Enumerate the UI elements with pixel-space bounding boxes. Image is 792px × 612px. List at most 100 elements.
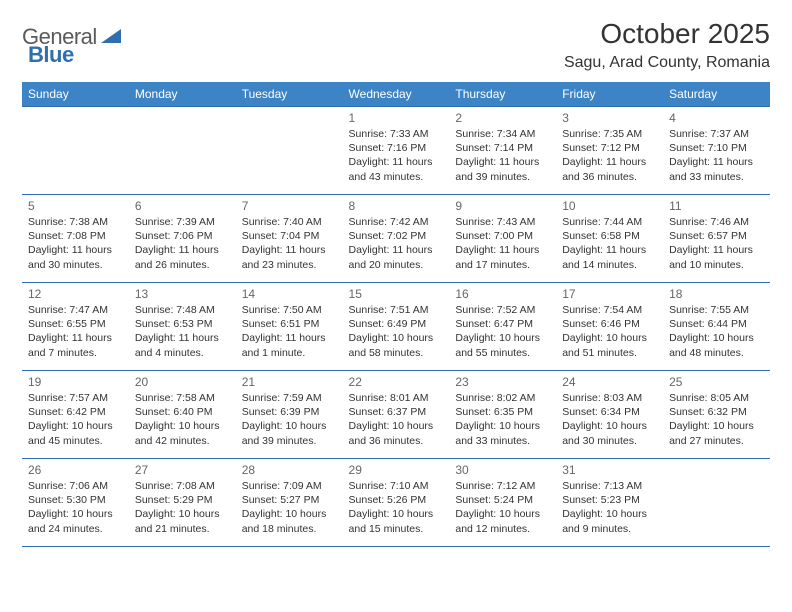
calendar-day-cell: 26 Sunrise: 7:06 AMSunset: 5:30 PMDayligh… <box>22 459 129 547</box>
day-info: Sunrise: 8:03 AMSunset: 6:34 PMDaylight:… <box>562 391 657 448</box>
calendar-day-cell: 3 Sunrise: 7:35 AMSunset: 7:12 PMDaylight… <box>556 107 663 195</box>
calendar-day-cell: 29 Sunrise: 7:10 AMSunset: 5:26 PMDayligh… <box>343 459 450 547</box>
calendar-day-cell: 4 Sunrise: 7:37 AMSunset: 7:10 PMDaylight… <box>663 107 770 195</box>
day-info: Sunrise: 7:59 AMSunset: 6:39 PMDaylight:… <box>242 391 337 448</box>
calendar-empty-cell <box>129 107 236 195</box>
day-number: 24 <box>562 375 657 389</box>
day-number: 21 <box>242 375 337 389</box>
day-number: 19 <box>28 375 123 389</box>
calendar-day-cell: 19Sunrise: 7:57 AMSunset: 6:42 PMDayligh… <box>22 371 129 459</box>
calendar-day-cell: 14Sunrise: 7:50 AMSunset: 6:51 PMDayligh… <box>236 283 343 371</box>
calendar-body: 1Sunrise: 7:33 AMSunset: 7:16 PMDaylight… <box>22 107 770 547</box>
day-number: 6 <box>135 199 230 213</box>
day-info: Sunrise: 7:51 AMSunset: 6:49 PMDaylight:… <box>349 303 444 360</box>
calendar-day-cell: 28 Sunrise: 7:09 AMSunset: 5:27 PMDayligh… <box>236 459 343 547</box>
calendar-day-cell: 10 Sunrise: 7:44 AMSunset: 6:58 PMDayligh… <box>556 195 663 283</box>
day-number: 27 <box>135 463 230 477</box>
brand-blue: Blue <box>28 42 74 67</box>
calendar-table: SundayMondayTuesdayWednesdayThursdayFrid… <box>22 82 770 547</box>
calendar-week-row: 1Sunrise: 7:33 AMSunset: 7:16 PMDaylight… <box>22 107 770 195</box>
day-number: 20 <box>135 375 230 389</box>
calendar-day-cell: 12 Sunrise: 7:47 AMSunset: 6:55 PMDayligh… <box>22 283 129 371</box>
day-number: 26 <box>28 463 123 477</box>
weekday-header: Friday <box>556 82 663 107</box>
day-number: 25 <box>669 375 764 389</box>
day-info: Sunrise: 7:09 AMSunset: 5:27 PMDaylight:… <box>242 479 337 536</box>
day-info: Sunrise: 7:47 AMSunset: 6:55 PMDaylight:… <box>28 303 123 360</box>
calendar-empty-cell <box>236 107 343 195</box>
day-number: 28 <box>242 463 337 477</box>
location-text: Sagu, Arad County, Romania <box>564 54 770 72</box>
calendar-day-cell: 16 Sunrise: 7:52 AMSunset: 6:47 PMDayligh… <box>449 283 556 371</box>
calendar-day-cell: 1Sunrise: 7:33 AMSunset: 7:16 PMDaylight… <box>343 107 450 195</box>
day-info: Sunrise: 7:46 AMSunset: 6:57 PMDaylight:… <box>669 215 764 272</box>
day-info: Sunrise: 8:02 AMSunset: 6:35 PMDaylight:… <box>455 391 550 448</box>
day-number: 29 <box>349 463 444 477</box>
calendar-header-row: SundayMondayTuesdayWednesdayThursdayFrid… <box>22 82 770 107</box>
day-number: 16 <box>455 287 550 301</box>
day-number: 17 <box>562 287 657 301</box>
day-info: Sunrise: 7:48 AMSunset: 6:53 PMDaylight:… <box>135 303 230 360</box>
calendar-day-cell: 15 Sunrise: 7:51 AMSunset: 6:49 PMDayligh… <box>343 283 450 371</box>
day-info: Sunrise: 8:01 AMSunset: 6:37 PMDaylight:… <box>349 391 444 448</box>
day-info: Sunrise: 7:08 AMSunset: 5:29 PMDaylight:… <box>135 479 230 536</box>
calendar-day-cell: 30 Sunrise: 7:12 AMSunset: 5:24 PMDayligh… <box>449 459 556 547</box>
day-info: Sunrise: 7:34 AMSunset: 7:14 PMDaylight:… <box>455 127 550 184</box>
calendar-day-cell: 31Sunrise: 7:13 AMSunset: 5:23 PMDayligh… <box>556 459 663 547</box>
calendar-day-cell: 6 Sunrise: 7:39 AMSunset: 7:06 PMDaylight… <box>129 195 236 283</box>
day-info: Sunrise: 7:37 AMSunset: 7:10 PMDaylight:… <box>669 127 764 184</box>
weekday-header: Saturday <box>663 82 770 107</box>
calendar-day-cell: 18Sunrise: 7:55 AMSunset: 6:44 PMDayligh… <box>663 283 770 371</box>
day-number: 8 <box>349 199 444 213</box>
day-number: 1 <box>349 111 444 125</box>
day-info: Sunrise: 7:12 AMSunset: 5:24 PMDaylight:… <box>455 479 550 536</box>
day-info: Sunrise: 7:06 AMSunset: 5:30 PMDaylight:… <box>28 479 123 536</box>
brand-blue-row: Blue <box>28 42 74 68</box>
day-info: Sunrise: 7:35 AMSunset: 7:12 PMDaylight:… <box>562 127 657 184</box>
calendar-day-cell: 20 Sunrise: 7:58 AMSunset: 6:40 PMDayligh… <box>129 371 236 459</box>
day-info: Sunrise: 7:42 AMSunset: 7:02 PMDaylight:… <box>349 215 444 272</box>
calendar-day-cell: 5 Sunrise: 7:38 AMSunset: 7:08 PMDaylight… <box>22 195 129 283</box>
day-info: Sunrise: 7:39 AMSunset: 7:06 PMDaylight:… <box>135 215 230 272</box>
day-number: 4 <box>669 111 764 125</box>
day-number: 12 <box>28 287 123 301</box>
weekday-header: Tuesday <box>236 82 343 107</box>
day-number: 5 <box>28 199 123 213</box>
day-info: Sunrise: 7:54 AMSunset: 6:46 PMDaylight:… <box>562 303 657 360</box>
calendar-day-cell: 8 Sunrise: 7:42 AMSunset: 7:02 PMDaylight… <box>343 195 450 283</box>
day-info: Sunrise: 7:52 AMSunset: 6:47 PMDaylight:… <box>455 303 550 360</box>
page-header: General October 2025 Sagu, Arad County, … <box>22 18 770 72</box>
calendar-week-row: 26 Sunrise: 7:06 AMSunset: 5:30 PMDayligh… <box>22 459 770 547</box>
calendar-day-cell: 9Sunrise: 7:43 AMSunset: 7:00 PMDaylight… <box>449 195 556 283</box>
calendar-week-row: 5 Sunrise: 7:38 AMSunset: 7:08 PMDaylight… <box>22 195 770 283</box>
day-info: Sunrise: 7:40 AMSunset: 7:04 PMDaylight:… <box>242 215 337 272</box>
day-number: 30 <box>455 463 550 477</box>
calendar-day-cell: 22 Sunrise: 8:01 AMSunset: 6:37 PMDayligh… <box>343 371 450 459</box>
day-info: Sunrise: 7:38 AMSunset: 7:08 PMDaylight:… <box>28 215 123 272</box>
month-title: October 2025 <box>564 18 770 50</box>
calendar-day-cell: 17 Sunrise: 7:54 AMSunset: 6:46 PMDayligh… <box>556 283 663 371</box>
day-info: Sunrise: 7:10 AMSunset: 5:26 PMDaylight:… <box>349 479 444 536</box>
calendar-day-cell: 23Sunrise: 8:02 AMSunset: 6:35 PMDayligh… <box>449 371 556 459</box>
day-number: 3 <box>562 111 657 125</box>
day-number: 2 <box>455 111 550 125</box>
day-info: Sunrise: 7:58 AMSunset: 6:40 PMDaylight:… <box>135 391 230 448</box>
day-info: Sunrise: 8:05 AMSunset: 6:32 PMDaylight:… <box>669 391 764 448</box>
day-info: Sunrise: 7:44 AMSunset: 6:58 PMDaylight:… <box>562 215 657 272</box>
day-number: 31 <box>562 463 657 477</box>
day-number: 13 <box>135 287 230 301</box>
weekday-header: Thursday <box>449 82 556 107</box>
day-number: 22 <box>349 375 444 389</box>
calendar-day-cell: 11Sunrise: 7:46 AMSunset: 6:57 PMDayligh… <box>663 195 770 283</box>
calendar-empty-cell <box>663 459 770 547</box>
brand-triangle-icon <box>101 27 121 48</box>
day-number: 15 <box>349 287 444 301</box>
calendar-day-cell: 13 Sunrise: 7:48 AMSunset: 6:53 PMDayligh… <box>129 283 236 371</box>
title-block: October 2025 Sagu, Arad County, Romania <box>564 18 770 72</box>
weekday-header: Monday <box>129 82 236 107</box>
day-number: 10 <box>562 199 657 213</box>
calendar-day-cell: 24 Sunrise: 8:03 AMSunset: 6:34 PMDayligh… <box>556 371 663 459</box>
calendar-day-cell: 27 Sunrise: 7:08 AMSunset: 5:29 PMDayligh… <box>129 459 236 547</box>
day-info: Sunrise: 7:43 AMSunset: 7:00 PMDaylight:… <box>455 215 550 272</box>
calendar-day-cell: 7Sunrise: 7:40 AMSunset: 7:04 PMDaylight… <box>236 195 343 283</box>
